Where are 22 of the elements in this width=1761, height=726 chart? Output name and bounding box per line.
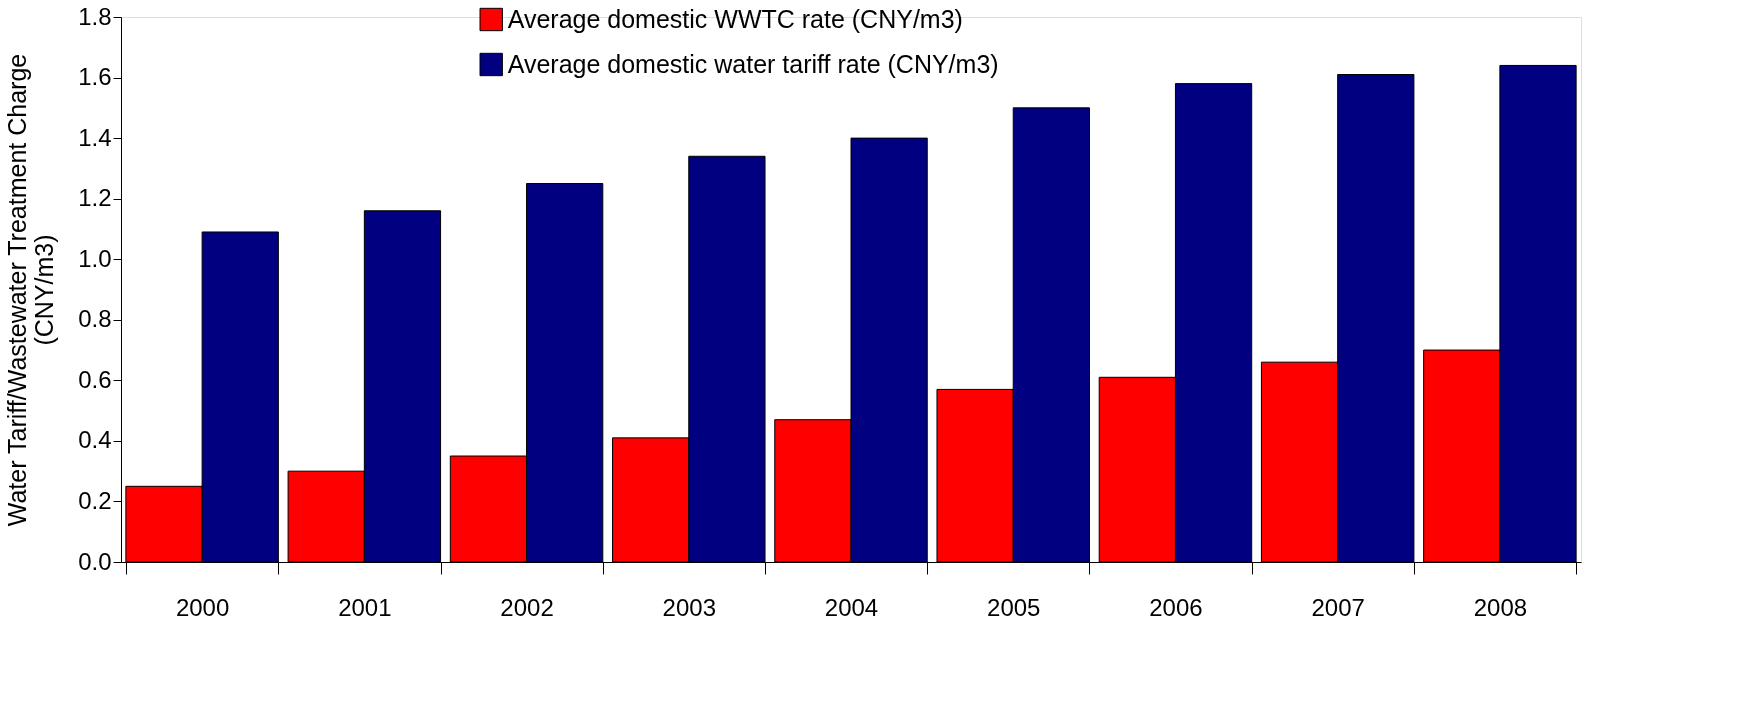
legend-label: Average domestic water tariff rate (CNY/m3) [507, 49, 999, 78]
y-tick-label: 1.4 [78, 123, 112, 151]
y-tick-label: 1.0 [78, 244, 112, 272]
y-tick-label: 0.2 [78, 486, 112, 514]
x-tick-label: 2007 [1311, 593, 1365, 621]
x-tick-label: 2001 [338, 593, 392, 621]
y-axis-title: Water Tariff/Wastewater Treatment Charge (CNY/m3) [3, 53, 59, 527]
x-tick-label: 2002 [500, 593, 554, 621]
y-tick-label: 1.2 [78, 184, 112, 212]
y-tick-label: 0.0 [78, 547, 112, 575]
y-tick-label: 1.8 [78, 2, 112, 30]
y-tick-label: 0.6 [78, 365, 112, 393]
y-tick-label: 0.4 [78, 426, 112, 454]
x-tick-label: 2003 [662, 593, 716, 621]
x-tick-label: 2000 [175, 593, 230, 621]
x-tick-label: 2005 [987, 593, 1041, 621]
y-tick-label: 1.6 [78, 63, 112, 91]
x-tick-label: 2008 [1473, 593, 1528, 621]
x-tick-label: 2004 [824, 593, 879, 621]
legend-label: Average domestic WWTC rate (CNY/m3) [507, 4, 963, 33]
x-tick-label: 2006 [1149, 593, 1203, 621]
y-tick-label: 0.8 [78, 305, 112, 333]
